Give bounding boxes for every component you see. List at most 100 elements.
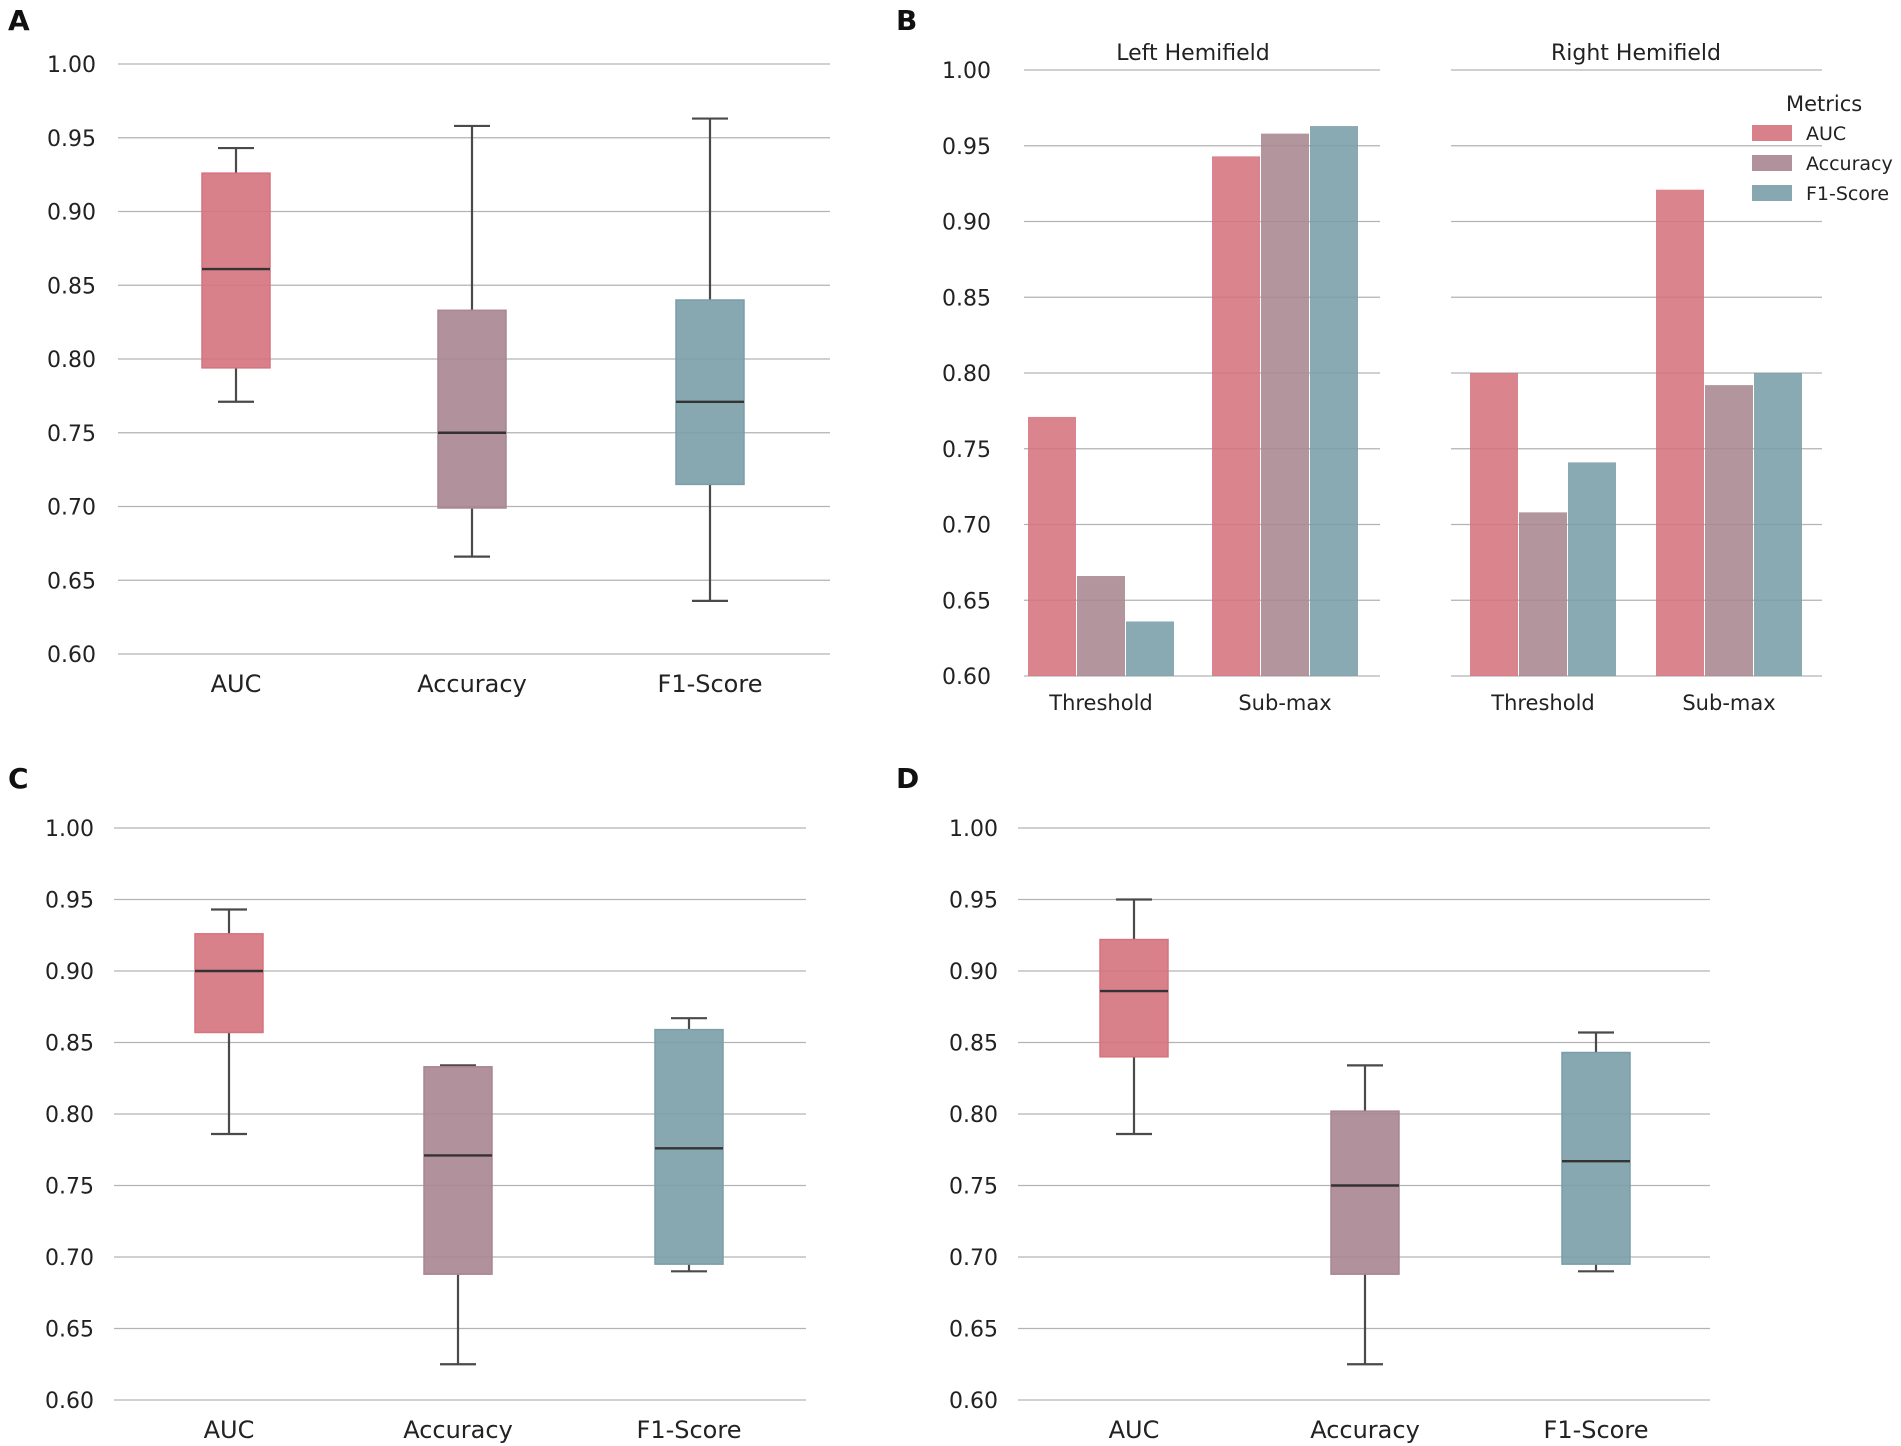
y-tick-label: 0.90 [942,211,991,236]
box-iqr [675,299,745,486]
facet-right-hemifield: Right Hemifield Threshold Sub-max [1451,41,1822,715]
box-accuracy [1330,1064,1400,1366]
box-iqr [1330,1110,1400,1275]
bar-sub-max-f1-score [1310,126,1358,677]
legend-swatch-auc [1752,125,1792,141]
box-iqr [194,933,264,1034]
group-label: Threshold [1048,691,1153,715]
y-tick-label: 0.70 [47,496,96,521]
y-tick-label: 0.85 [942,286,991,311]
category-label: F1-Score [1544,1416,1649,1444]
bar-threshold-accuracy [1077,576,1125,676]
y-tick-label: 0.95 [942,135,991,160]
y-tick-label: 0.65 [45,1318,94,1343]
bar-sub-max-accuracy [1705,385,1753,676]
box-auc [201,146,271,403]
y-tick-label: 0.95 [45,889,94,914]
y-tick-label: 0.75 [949,1175,998,1200]
bar-sub-max-accuracy [1261,133,1309,676]
y-tick-label: 0.85 [949,1032,998,1057]
y-tick-label: 1.00 [47,53,96,78]
group-label: Threshold [1490,691,1595,715]
y-tick-label: 1.00 [949,817,998,842]
group-label: Sub-max [1682,691,1775,715]
y-tick-label: 0.60 [45,1389,94,1414]
y-tick-label: 0.65 [942,589,991,614]
box-f1-score [1561,1031,1631,1273]
legend-swatch-accuracy [1752,155,1792,171]
y-tick-label: 0.95 [949,889,998,914]
y-tick-label: 0.95 [47,127,96,152]
box-iqr [1561,1051,1631,1265]
y-tick-label: 0.60 [942,665,991,690]
box-accuracy [437,124,507,558]
y-tick-label: 0.90 [47,201,96,226]
panel-d: D 0.60 0.65 0.70 0.75 0.80 0.85 0.90 0.95 1.00 AUC… [896,762,1710,1444]
y-tick-label: 0.90 [45,960,94,985]
box-iqr [423,1066,493,1275]
y-tick-label: 0.85 [45,1032,94,1057]
category-label: Accuracy [417,670,527,698]
bar-sub-max-auc [1656,189,1704,676]
panel-letter: C [8,762,29,795]
category-label: F1-Score [658,670,763,698]
panel-letter: A [8,4,30,37]
box-iqr [1099,938,1169,1058]
box-iqr [201,172,271,369]
bar-sub-max-f1-score [1754,373,1802,676]
legend-swatch-f1-score [1752,185,1792,201]
category-label: Accuracy [1310,1416,1420,1444]
box-auc [1099,898,1169,1136]
y-tick-label: 0.65 [47,569,96,594]
facet-title: Right Hemifield [1551,41,1721,66]
y-tick-label: 0.80 [949,1103,998,1128]
y-tick-label: 0.65 [949,1318,998,1343]
y-tick-label: 0.60 [949,1389,998,1414]
y-tick-label: 1.00 [45,817,94,842]
box-auc [194,908,264,1136]
box-f1-score [654,1017,724,1273]
category-label: AUC [211,670,262,698]
legend-label: AUC [1806,123,1846,145]
y-tick-label: 0.75 [942,438,991,463]
panel-c: C 0.60 0.65 0.70 0.75 0.80 0.85 0.90 0.95 1.00 AUC… [8,762,806,1444]
legend-label: F1-Score [1806,183,1889,205]
bar-threshold-auc [1028,416,1076,676]
box-accuracy [423,1064,493,1366]
panel-b: B 0.60 0.65 0.70 0.75 0.80 0.85 0.90 0.95 1.00 Lef… [896,4,1893,715]
y-tick-label: 0.85 [47,274,96,299]
category-label: F1-Score [637,1416,742,1444]
y-tick-label: 0.80 [942,362,991,387]
bar-threshold-f1-score [1568,462,1616,676]
y-tick-label: 0.70 [45,1246,94,1271]
legend: Metrics AUC Accuracy F1-Score [1752,92,1893,205]
bar-threshold-accuracy [1519,512,1567,676]
facet-title: Left Hemifield [1116,41,1269,66]
box-iqr [654,1028,724,1265]
y-tick-label: 0.75 [45,1175,94,1200]
legend-title: Metrics [1786,92,1862,116]
panel-a: A 0.60 0.65 0.70 0.75 0.80 0.85 0.90 0.95 1.00 AUC… [8,4,830,698]
y-tick-label: 0.60 [47,643,96,668]
y-tick-label: 0.80 [47,348,96,373]
category-label: AUC [204,1416,255,1444]
bar-threshold-auc [1470,373,1518,676]
group-label: Sub-max [1238,691,1331,715]
bar-sub-max-auc [1212,156,1260,677]
y-tick-label: 0.80 [45,1103,94,1128]
y-tick-label: 0.90 [949,960,998,985]
y-tick-label: 1.00 [942,59,991,84]
box-f1-score [675,117,745,603]
panel-letter: D [896,762,919,795]
bar-threshold-f1-score [1126,621,1174,676]
y-tick-label: 0.70 [942,514,991,539]
legend-label: Accuracy [1806,153,1893,175]
category-label: AUC [1109,1416,1160,1444]
box-iqr [437,309,507,509]
facet-left-hemifield: Left Hemifield Threshold Sub-max [1024,41,1380,715]
y-tick-label: 0.75 [47,422,96,447]
y-tick-label: 0.70 [949,1246,998,1271]
panel-letter: B [896,4,917,37]
category-label: Accuracy [403,1416,513,1444]
